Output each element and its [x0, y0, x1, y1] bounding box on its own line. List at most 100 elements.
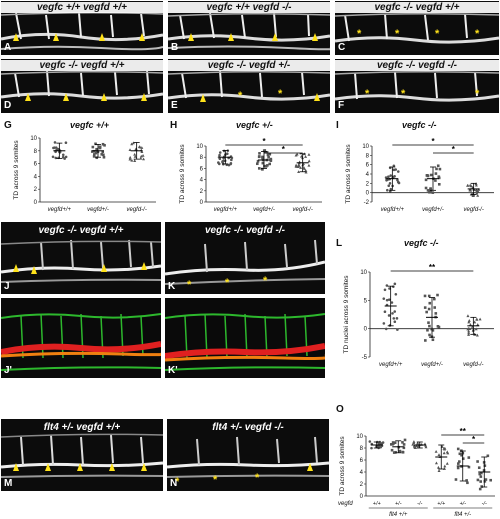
- arrow-icon: [139, 33, 145, 41]
- data-point: [401, 450, 404, 454]
- data-point: [396, 328, 399, 331]
- data-point: [428, 189, 431, 193]
- data-point: [93, 153, 96, 156]
- data-point: [385, 298, 389, 302]
- graph-label: H: [170, 120, 178, 131]
- panel-N: flt4 +/- vegfd -/- * * * N: [167, 419, 329, 491]
- markers: * *: [200, 88, 320, 102]
- data-point: [389, 174, 393, 177]
- data-point: [304, 155, 308, 158]
- data-point: [437, 183, 441, 186]
- data-point: [217, 162, 221, 166]
- y-tick-label: 10: [196, 144, 203, 150]
- data-point: [467, 465, 471, 469]
- x-tick-label: +/-: [459, 501, 466, 507]
- data-point: [442, 451, 446, 455]
- data-point: [392, 164, 396, 168]
- data-point: [130, 158, 134, 162]
- arrow-icon: [109, 463, 115, 471]
- arrow-icon: [63, 93, 69, 101]
- arrow-markers: [13, 463, 147, 471]
- data-point: [267, 155, 270, 159]
- arrow-icon: [307, 463, 313, 471]
- data-point: [403, 438, 407, 442]
- data-point: [95, 156, 99, 160]
- data-point: [456, 466, 460, 470]
- group-label: flt4 +/+: [389, 512, 408, 518]
- y-tick-label: 0: [364, 327, 368, 333]
- data-point: [466, 183, 470, 187]
- data-point: [94, 151, 98, 155]
- data-point: [304, 170, 308, 174]
- vessel-image: [167, 436, 329, 478]
- star-icon: *: [475, 28, 480, 40]
- data-point: [261, 161, 265, 165]
- panel-E: vegfc -/- vegfd +/- * * E: [168, 59, 330, 113]
- data-point: [428, 333, 431, 337]
- data-point: [486, 454, 490, 458]
- data-point: [389, 187, 393, 191]
- data-point: [102, 155, 106, 159]
- data-point: [467, 456, 471, 459]
- arrow-icon: [99, 33, 105, 41]
- data-point: [296, 165, 300, 168]
- data-point: [392, 451, 396, 454]
- data-point: [307, 159, 311, 163]
- star-icon: *: [401, 88, 406, 100]
- data-point: [465, 479, 468, 482]
- data-point: [95, 150, 99, 153]
- vessel-image: [168, 70, 330, 101]
- x-tick-label: vegfd+/-: [87, 207, 109, 213]
- graph-label: L: [336, 238, 343, 249]
- y-tick-label: 2: [366, 181, 370, 187]
- panel-title: vegfc +/+ vegfd -/-: [168, 2, 330, 13]
- arrow-icon: [101, 264, 107, 272]
- data-point: [458, 452, 462, 456]
- data-point: [299, 166, 303, 169]
- y-tick-label: 2: [34, 187, 38, 193]
- data-point: [424, 445, 428, 449]
- row-label: vegfd: [338, 501, 353, 507]
- significance-label: **: [460, 427, 467, 436]
- data-point: [370, 446, 373, 450]
- data-point: [436, 325, 440, 328]
- graph-label: G: [4, 120, 12, 131]
- data-point: [388, 182, 392, 185]
- data-point: [393, 310, 397, 313]
- data-point: [229, 162, 233, 165]
- x-tick-label: vegfd-/-: [463, 207, 483, 213]
- data-point: [397, 181, 401, 185]
- x-tick-label: vegfd+/+: [48, 207, 72, 213]
- data-point: [402, 443, 406, 446]
- arrow-markers: [13, 262, 147, 274]
- x-tick-label: vegfd+/+: [381, 207, 405, 213]
- data-point: [401, 441, 404, 444]
- x-tick-label: vegfd+/-: [421, 362, 443, 368]
- data-point: [436, 293, 439, 297]
- markers: * * *: [175, 463, 313, 488]
- data-point: [103, 143, 106, 147]
- data-point: [133, 159, 137, 162]
- data-point: [427, 307, 431, 311]
- significance-label: *: [431, 137, 435, 146]
- data-point: [90, 150, 94, 153]
- data-point: [92, 155, 96, 158]
- data-point: [445, 461, 449, 465]
- data-point: [133, 152, 137, 156]
- data-point: [413, 445, 417, 449]
- data-point: [53, 141, 57, 144]
- data-point: [477, 466, 481, 469]
- panel-label: A: [4, 42, 12, 53]
- panel-label: K: [168, 281, 176, 292]
- arrow-icon: [228, 33, 234, 41]
- data-point: [445, 450, 449, 454]
- data-point: [442, 467, 446, 470]
- data-point: [387, 184, 391, 188]
- data-point: [392, 317, 396, 320]
- panel-label: F: [338, 100, 345, 111]
- x-tick-label: vegfd-/-: [463, 362, 483, 368]
- data-point: [393, 320, 397, 324]
- data-point: [230, 158, 233, 162]
- vessel-image: [168, 12, 330, 51]
- data-point: [392, 285, 395, 288]
